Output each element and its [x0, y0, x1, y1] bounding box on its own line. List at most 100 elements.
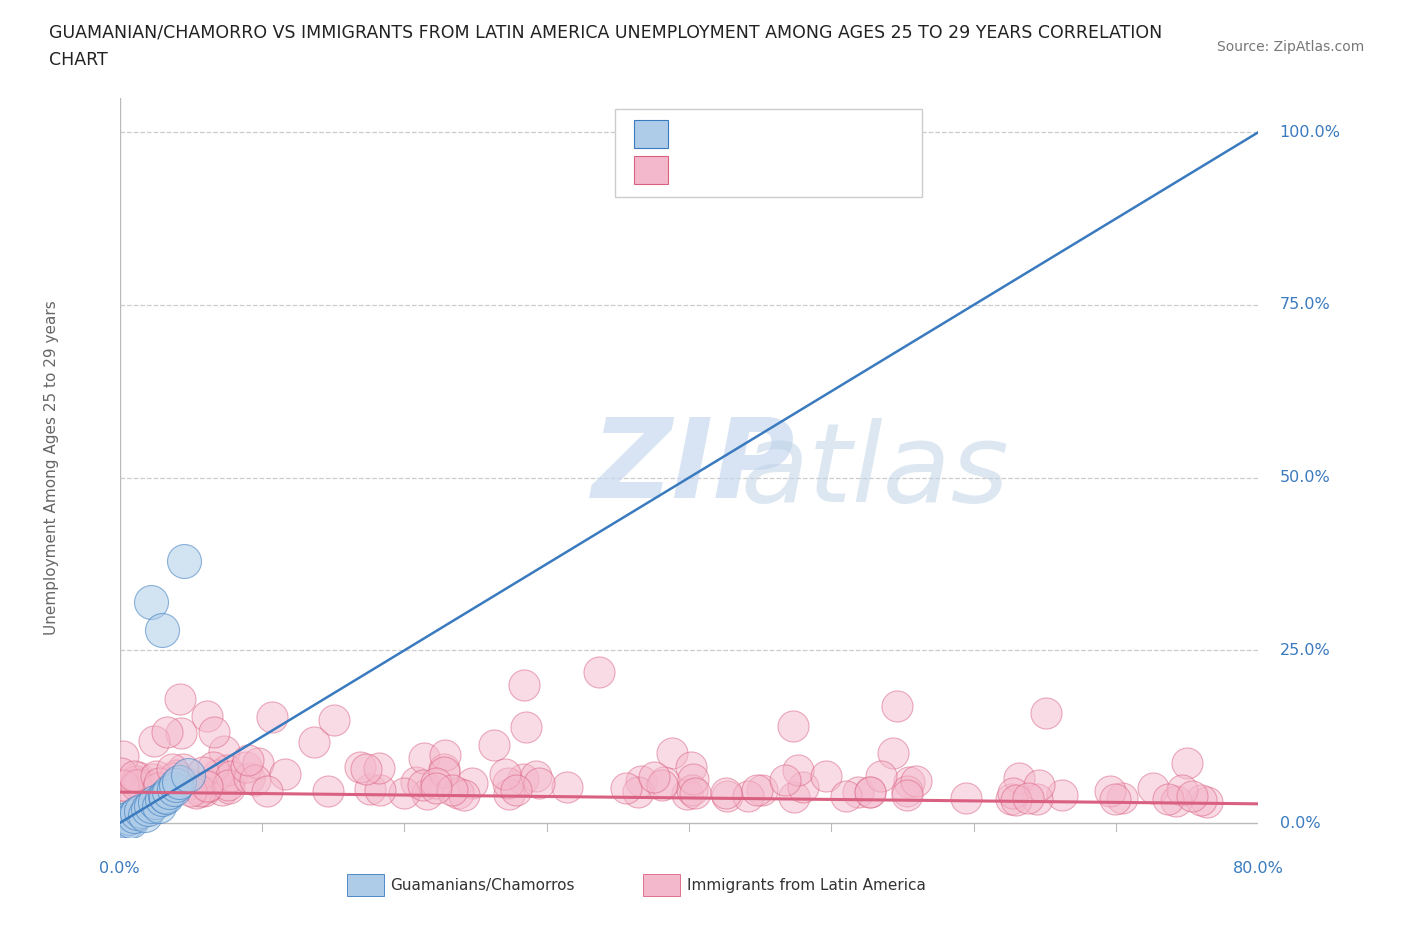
Point [157, 785, 180, 800]
Point [136, 802, 159, 817]
Point [1050, 788, 1073, 803]
Point [142, 771, 165, 786]
Text: 50.0%: 50.0% [1279, 471, 1330, 485]
Point [614, 781, 637, 796]
Point [110, 766, 132, 781]
Point [235, 760, 257, 775]
Point [1157, 791, 1180, 806]
Point [114, 778, 136, 793]
Point [496, 776, 519, 790]
Point [160, 762, 183, 777]
Point [146, 780, 169, 795]
Point [461, 776, 484, 790]
Point [165, 767, 187, 782]
Point [505, 782, 527, 797]
Point [1189, 792, 1212, 807]
Point [846, 785, 869, 800]
Text: 23: 23 [837, 124, 863, 142]
Point [260, 710, 283, 724]
Point [188, 783, 211, 798]
Point [122, 768, 145, 783]
Point [1002, 786, 1025, 801]
Text: Unemployment Among Ages 25 to 29 years: Unemployment Among Ages 25 to 29 years [44, 300, 59, 634]
Point [433, 762, 456, 777]
Point [217, 777, 239, 792]
Point [512, 771, 534, 786]
Text: GUAMANIAN/CHAMORRO VS IMMIGRANTS FROM LATIN AMERICA UNEMPLOYMENT AMONG AGES 25 T: GUAMANIAN/CHAMORRO VS IMMIGRANTS FROM LA… [49, 23, 1163, 41]
Point [245, 773, 267, 788]
Point [1025, 791, 1047, 806]
Point [156, 725, 179, 740]
Point [150, 791, 173, 806]
Text: Guamanians/Chamorros: Guamanians/Chamorros [391, 878, 575, 893]
Point [494, 767, 516, 782]
Text: Immigrants from Latin America: Immigrants from Latin America [686, 878, 925, 893]
Point [370, 783, 392, 798]
Point [498, 787, 520, 802]
Point [661, 746, 683, 761]
Point [127, 769, 149, 784]
Point [1028, 777, 1050, 792]
Point [782, 719, 804, 734]
Point [714, 786, 737, 801]
Point [323, 712, 346, 727]
Point [737, 789, 759, 804]
Point [201, 760, 224, 775]
Point [169, 691, 191, 706]
FancyBboxPatch shape [614, 109, 922, 197]
FancyBboxPatch shape [634, 120, 668, 148]
Point [858, 784, 880, 799]
Point [129, 804, 152, 818]
Point [1181, 789, 1204, 804]
Point [354, 762, 377, 777]
Point [447, 785, 470, 800]
Point [134, 807, 156, 822]
Point [186, 785, 208, 800]
Point [120, 814, 142, 829]
Point [835, 789, 858, 804]
Point [143, 795, 166, 810]
Point [1175, 756, 1198, 771]
Point [792, 780, 814, 795]
FancyBboxPatch shape [644, 874, 681, 897]
Point [173, 553, 195, 568]
Point [783, 790, 806, 804]
Point [177, 777, 200, 791]
Point [368, 761, 391, 776]
Point [170, 725, 193, 740]
Point [180, 784, 202, 799]
Point [236, 752, 259, 767]
Text: 0.0%: 0.0% [1279, 816, 1320, 830]
Point [1035, 705, 1057, 720]
Point [163, 770, 186, 785]
Point [1000, 791, 1022, 806]
Point [202, 724, 225, 739]
Point [897, 775, 920, 790]
FancyBboxPatch shape [634, 156, 668, 184]
Point [238, 771, 260, 786]
Point [859, 785, 882, 800]
Text: 80.0%: 80.0% [1233, 861, 1284, 876]
Point [318, 783, 340, 798]
Point [681, 783, 703, 798]
Point [787, 763, 810, 777]
Point [112, 812, 135, 827]
Point [274, 767, 297, 782]
Point [896, 783, 918, 798]
Point [425, 776, 447, 790]
Point [515, 720, 537, 735]
Point [441, 782, 464, 797]
Text: 0.0%: 0.0% [100, 861, 139, 876]
Point [1099, 783, 1122, 798]
Point [304, 735, 326, 750]
Point [205, 768, 228, 783]
Text: R =: R = [683, 160, 720, 179]
Point [896, 788, 918, 803]
Point [1104, 791, 1126, 806]
Point [112, 777, 135, 792]
Point [1164, 793, 1187, 808]
Point [166, 777, 188, 792]
Text: ZIP: ZIP [592, 414, 796, 521]
Point [115, 815, 138, 830]
Point [651, 777, 673, 792]
